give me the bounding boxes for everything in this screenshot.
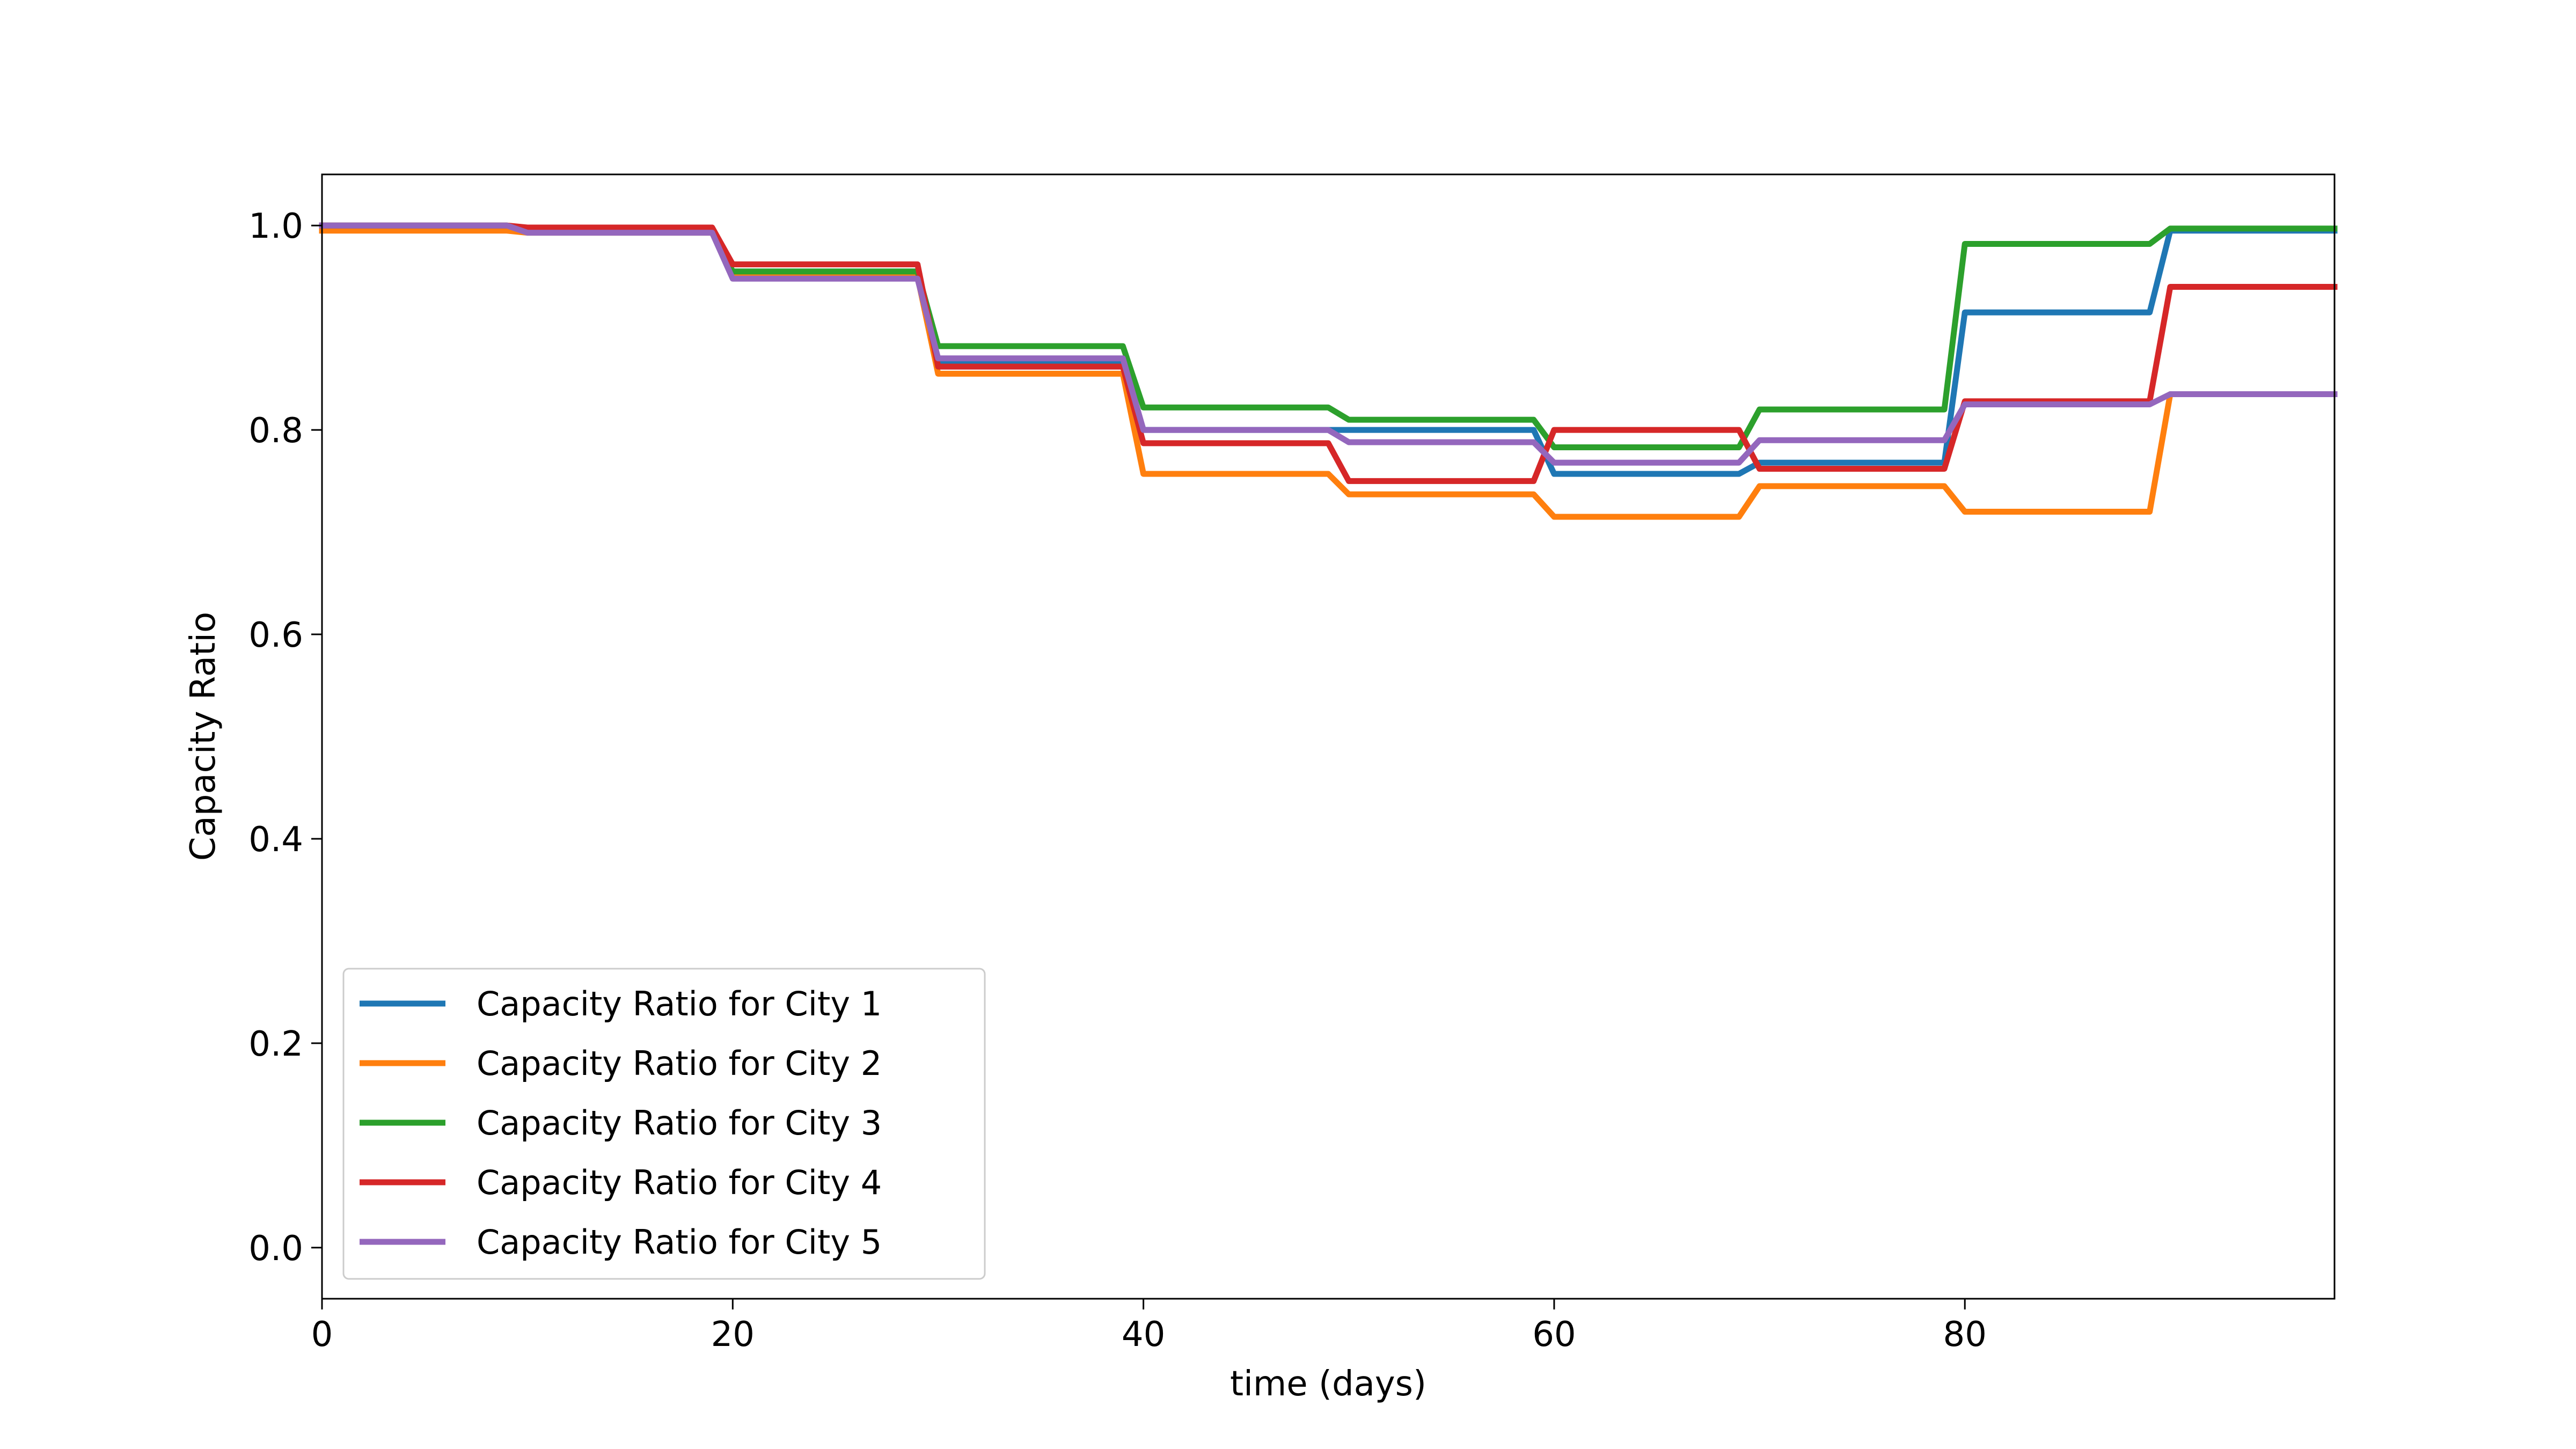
legend-label-city-1: Capacity Ratio for City 1 <box>477 984 882 1023</box>
legend-label-city-4: Capacity Ratio for City 4 <box>477 1163 882 1202</box>
x-tick-label: 40 <box>1122 1315 1165 1355</box>
y-axis-label: Capacity Ratio <box>184 612 223 861</box>
y-tick-label: 0.8 <box>248 411 303 451</box>
y-tick-label: 0.6 <box>248 616 303 655</box>
x-tick-label: 0 <box>311 1315 333 1355</box>
series-line-city-5 <box>319 222 2338 466</box>
legend-label-city-3: Capacity Ratio for City 3 <box>477 1103 882 1143</box>
legend-label-city-2: Capacity Ratio for City 2 <box>477 1044 882 1083</box>
series-lines <box>319 222 2338 520</box>
y-tick-label: 1.0 <box>248 207 303 246</box>
y-axis: 0.0 0.2 0.4 0.6 0.8 1.0 <box>248 207 322 1269</box>
legend-label-city-5: Capacity Ratio for City 5 <box>477 1223 882 1262</box>
x-tick-label: 80 <box>1943 1315 1987 1355</box>
x-axis: 0 20 40 60 80 <box>311 1299 1987 1355</box>
legend-box <box>342 968 986 1280</box>
plot-frame <box>321 173 2336 1300</box>
y-tick-label: 0.2 <box>248 1024 303 1064</box>
x-tick-label: 20 <box>711 1315 755 1355</box>
y-tick-label: 0.4 <box>248 820 303 860</box>
y-tick-label: 0.0 <box>248 1229 303 1269</box>
legend: Capacity Ratio for City 1 Capacity Ratio … <box>342 968 986 1280</box>
x-axis-label: time (days) <box>1230 1364 1426 1404</box>
x-tick-label: 60 <box>1532 1315 1576 1355</box>
